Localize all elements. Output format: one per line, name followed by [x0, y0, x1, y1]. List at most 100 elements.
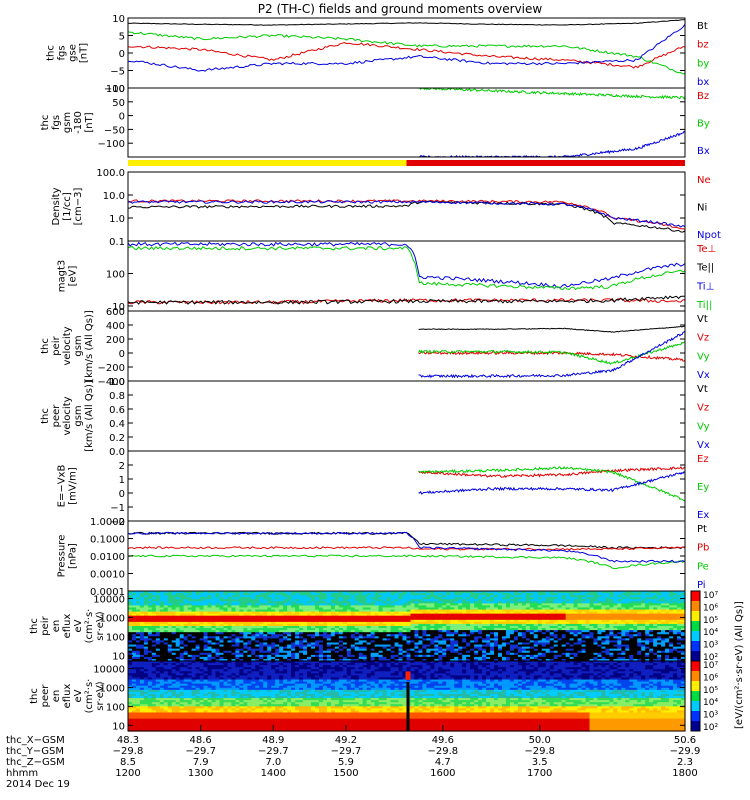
- y-axis-label: gse: [68, 44, 79, 62]
- spectrogram-cell: [163, 640, 169, 644]
- spectrogram-cell: [159, 605, 165, 609]
- spectrogram-cell: [128, 656, 133, 660]
- spectrogram-cell: [135, 613, 141, 617]
- spectrogram-cell: [195, 593, 201, 596]
- spectrogram-cell: [187, 621, 193, 625]
- spectrogram-cell: [183, 603, 189, 607]
- spectrogram-cell: [243, 650, 248, 654]
- spectrogram-cell: [219, 605, 225, 609]
- spectrogram-cell: [247, 623, 252, 627]
- spectrogram-cell: [207, 648, 213, 652]
- spectrogram-cell: [143, 611, 149, 615]
- spectrogram-cell: [171, 634, 177, 637]
- colorbar-segment: [691, 641, 700, 652]
- spectrogram-cell: [183, 597, 189, 600]
- spectrogram-cell: [175, 607, 181, 611]
- spectrogram-cell: [207, 597, 213, 600]
- spectrogram-cell: [243, 621, 248, 625]
- spectrogram-cell: [235, 613, 240, 617]
- spectrogram-cell: [167, 611, 173, 615]
- colorbar-tick-label: 10⁴: [703, 628, 718, 638]
- spectrogram-cell: [167, 603, 173, 607]
- spectrogram-cell: [247, 650, 252, 654]
- spectrogram-cell: [179, 644, 185, 648]
- spectrogram-cell: [163, 646, 169, 650]
- spectrogram-cell: [215, 621, 221, 625]
- spectrogram-cell: [143, 650, 149, 654]
- spectrogram-cell: [171, 595, 177, 598]
- spectrogram-cell: [247, 593, 252, 596]
- spectrogram-cell: [179, 630, 185, 633]
- spectrogram-cell: [155, 607, 161, 611]
- spectrogram-cell: [195, 642, 201, 646]
- spectrogram-cell: [219, 601, 225, 604]
- spectrogram-cell: [139, 601, 145, 604]
- spectrogram-cell: [223, 615, 229, 619]
- spectrogram-cell: [191, 611, 197, 615]
- spectrogram-cell: [175, 605, 181, 609]
- spectrogram-cell: [207, 652, 213, 656]
- spectrogram-cell: [243, 644, 248, 648]
- y-tick-label: 10.0: [103, 191, 125, 202]
- spectrogram-cell: [223, 591, 229, 594]
- spectrogram-cell: [187, 642, 193, 646]
- spectrogram-cell: [231, 626, 237, 629]
- y-axis-label: sr·eV): [95, 611, 106, 640]
- spectrogram-cell: [183, 599, 189, 602]
- spectrogram-cell: [215, 623, 221, 627]
- spectrogram-cell: [195, 640, 201, 644]
- spectrogram-cell: [227, 617, 233, 621]
- spectrogram-cell: [195, 617, 201, 621]
- spectrogram-cell: [227, 613, 233, 617]
- spectrogram-cell: [223, 595, 229, 598]
- spectrogram-cell: [191, 617, 197, 621]
- y-axis-label: velocity: [62, 396, 73, 435]
- spectrogram-cell: [135, 601, 141, 604]
- spectrogram-cell: [227, 640, 233, 644]
- spectrogram-cell: [179, 650, 185, 654]
- spectrogram-cell: [167, 599, 173, 602]
- spectrogram-cell: [175, 634, 181, 637]
- spectrogram-cell: [167, 634, 173, 637]
- spectrogram-cell: [131, 611, 137, 615]
- spectrogram-cell: [139, 656, 145, 660]
- spectrogram-cell: [128, 636, 133, 639]
- spectrogram-cell: [211, 609, 217, 613]
- spectrogram-cell: [155, 652, 161, 656]
- spectrogram-cell: [211, 621, 217, 625]
- spectrogram-cell: [155, 636, 161, 639]
- spectrogram-cell: [251, 630, 256, 633]
- panel-frame: [127, 450, 686, 522]
- spectrogram-cell: [171, 636, 177, 639]
- spectrogram-cell: [131, 640, 137, 644]
- spectrogram-cell: [135, 636, 141, 639]
- spectrogram-cell: [227, 644, 233, 648]
- spectrogram-cell: [235, 652, 240, 656]
- spectrogram-cell: [243, 654, 248, 658]
- panel-frame: [127, 87, 686, 158]
- spectrogram-cell: [215, 638, 221, 642]
- spectrogram-cell: [235, 623, 240, 627]
- spectrogram-cell: [251, 615, 256, 619]
- spectrogram-cell: [215, 644, 221, 648]
- spectrogram-cell: [199, 615, 205, 619]
- spectrogram-cell: [159, 619, 165, 623]
- spectrogram-cell: [147, 658, 153, 662]
- spectrogram-cell: [163, 619, 169, 623]
- series-line-Ti||: [127, 245, 686, 291]
- spectrogram-cell: [175, 626, 181, 629]
- spectrogram-cell: [128, 652, 133, 656]
- spectrogram-cell: [199, 621, 205, 625]
- spectrogram-cell: [147, 617, 153, 621]
- spectrogram-cell: [211, 648, 217, 652]
- spectrogram-cell: [195, 599, 201, 602]
- y-tick-label: 10: [112, 14, 125, 25]
- spectrogram-cell: [151, 638, 157, 642]
- spectrogram-cell: [251, 626, 256, 629]
- spectrogram-cell: [135, 630, 141, 633]
- spectrogram-cell: [183, 593, 189, 596]
- spectrogram-cell: [128, 623, 133, 627]
- spectrogram-cell: [211, 613, 217, 617]
- spectrogram-cell: [211, 630, 217, 633]
- spectrogram-cell: [183, 607, 189, 611]
